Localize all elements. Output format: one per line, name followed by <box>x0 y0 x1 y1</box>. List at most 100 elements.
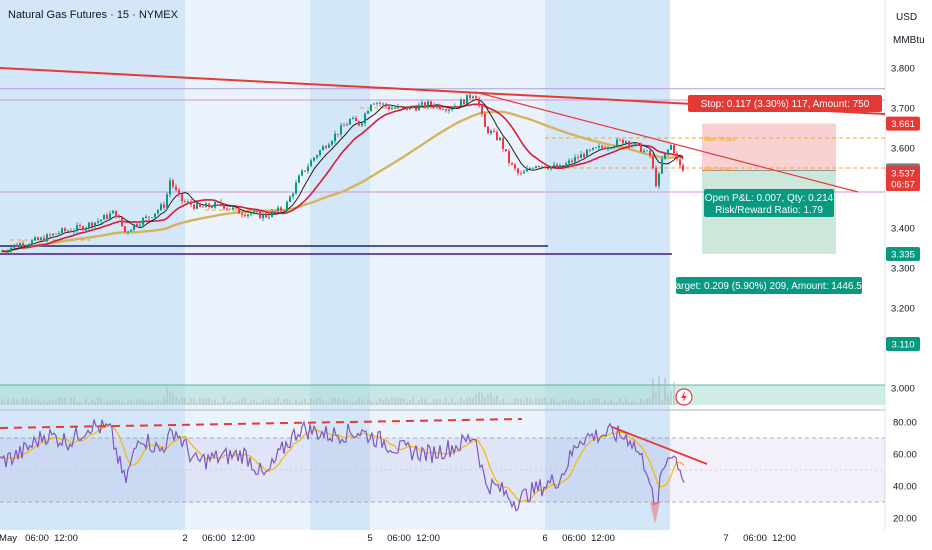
candle-body <box>325 146 327 148</box>
volume-bar <box>616 402 618 405</box>
candle-body <box>160 204 162 211</box>
candle-body <box>562 165 564 167</box>
volume-bar <box>37 399 39 405</box>
currency-label[interactable]: USD <box>896 12 917 23</box>
rsi-trendline-dashed[interactable] <box>0 418 523 429</box>
price-badge-text: 3.537 <box>891 169 915 180</box>
volume-bar <box>88 402 90 405</box>
min-notes-label: Min Notes <box>704 166 734 173</box>
sma-mid-line[interactable] <box>1 103 684 253</box>
candle-body <box>622 139 624 144</box>
candle-body <box>226 208 228 210</box>
volume-bar <box>409 399 411 405</box>
stop-zone[interactable] <box>702 123 836 171</box>
candle-body <box>403 106 405 107</box>
volume-bar <box>292 402 294 405</box>
volume-bar <box>91 400 93 405</box>
volume-bar <box>613 402 615 405</box>
volume-bar <box>604 400 606 405</box>
volume-bar <box>412 397 414 405</box>
pnl-label[interactable]: Open P&L: 0.007, Qty: 0.214 Risk/Reward … <box>704 189 834 217</box>
volume-bar <box>55 400 57 405</box>
candle-body <box>439 104 441 109</box>
position-tool[interactable] <box>702 123 836 254</box>
volume-bar <box>205 398 207 405</box>
candle-body <box>469 94 471 98</box>
volume-bar <box>352 401 354 405</box>
candle-body <box>178 189 180 195</box>
time-tick-label: 5 <box>367 533 372 544</box>
candle-body <box>454 106 456 109</box>
volume-bar <box>16 399 18 405</box>
time-axis[interactable]: May 06:00 12:00 2 06:00 12:00 5 06:00 12:00 6 06:0… <box>0 533 796 544</box>
candle-body <box>307 166 309 172</box>
volume-bar <box>43 400 45 405</box>
price-badge-text: 06:57 <box>891 180 915 191</box>
time-tick-label: 06:00 <box>562 533 586 544</box>
volume-bar <box>196 402 198 405</box>
candle-body <box>541 166 543 168</box>
candle-body <box>481 105 483 114</box>
candle-body <box>256 211 258 213</box>
lightning-icon[interactable] <box>675 388 693 406</box>
volume-bar <box>253 399 255 405</box>
candle-body <box>583 154 585 158</box>
volume-bar <box>163 395 165 405</box>
volume-bar <box>490 392 492 405</box>
volume-bar <box>499 401 501 405</box>
candle-body <box>385 103 387 107</box>
candle-body <box>154 213 156 218</box>
volume-bar <box>82 402 84 405</box>
candle-body <box>487 126 489 134</box>
candle-body <box>31 240 33 245</box>
symbol-title[interactable]: Natural Gas Futures · 15 · NYMEX <box>8 9 179 21</box>
volume-bar <box>619 398 621 405</box>
target-label-text: Target: 0.209 (5.90%) 209, Amount: 1446.… <box>671 281 868 292</box>
candle-body <box>124 226 126 233</box>
volume-bar <box>595 397 597 405</box>
volume-bar <box>583 400 585 405</box>
rsi-line[interactable] <box>0 419 685 512</box>
unit-label[interactable]: MMBtu <box>893 35 925 46</box>
candle-body <box>76 225 78 231</box>
volume-bar <box>601 402 603 405</box>
volume-bar <box>172 392 174 405</box>
rsi-trendline-divergence[interactable] <box>611 426 708 465</box>
volume-bar <box>373 402 375 405</box>
candle-body <box>130 229 132 232</box>
sma-slow-line[interactable] <box>1 110 684 253</box>
rsi-ma-line[interactable] <box>0 424 685 503</box>
candle-body <box>190 201 192 205</box>
candle-body <box>46 234 48 242</box>
candle-body <box>214 202 216 208</box>
candle-body <box>331 140 333 145</box>
volume-bar <box>76 401 78 405</box>
candle-body <box>499 137 501 140</box>
volume-bar <box>223 397 225 405</box>
trendline-lower[interactable] <box>474 91 859 193</box>
volume-bar <box>397 397 399 405</box>
pnl-label-bg <box>704 189 834 217</box>
volume-bar <box>187 402 189 405</box>
target-label[interactable]: Target: 0.209 (5.90%) 209, Amount: 1446.… <box>671 277 868 294</box>
candle-body <box>82 226 84 231</box>
candle-body <box>427 101 429 107</box>
candle-body <box>478 98 480 106</box>
volume-bar <box>631 401 633 405</box>
volume-bar <box>475 394 477 405</box>
volume-bar <box>436 398 438 405</box>
stop-label[interactable]: Stop: 0.117 (3.30%) 117, Amount: 750 <box>688 95 882 112</box>
volume-bar <box>529 398 531 405</box>
candle-body <box>343 125 345 127</box>
volume-bar <box>277 397 279 405</box>
candlesticks[interactable] <box>1 93 684 254</box>
candle-body <box>598 145 600 148</box>
volume-bar <box>415 402 417 405</box>
candle-body <box>586 149 588 158</box>
volume-bar <box>52 400 54 405</box>
candle-body <box>43 237 45 242</box>
volume-bar <box>427 402 429 405</box>
volume-bar <box>421 397 423 405</box>
time-tick-label: 06:00 <box>743 533 767 544</box>
